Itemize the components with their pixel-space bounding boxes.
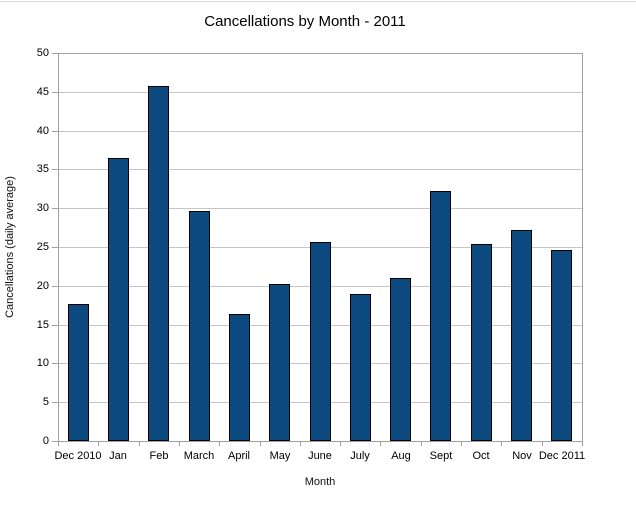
y-tick-label: 10: [36, 357, 49, 369]
bar: [148, 86, 169, 441]
x-tick-label: Feb: [149, 450, 169, 462]
x-tick-label: Sept: [429, 450, 453, 462]
bar: [511, 230, 532, 441]
x-axis-tick: [98, 442, 99, 446]
y-axis-tick: [52, 208, 58, 209]
bar: [350, 294, 371, 441]
gridline: [58, 208, 583, 209]
y-tick-label: 20: [36, 280, 49, 292]
y-axis-line: [58, 53, 583, 54]
top-divider-line: [0, 1, 636, 2]
x-tick-label: Dec 2010: [54, 450, 102, 462]
x-axis-title: Month: [304, 476, 336, 488]
chart-title: Cancellations by Month - 2011: [204, 13, 406, 30]
bar: [430, 191, 451, 441]
x-axis-tick: [582, 442, 583, 446]
y-axis-tick: [52, 169, 58, 170]
y-tick-label: 30: [36, 202, 49, 214]
y-axis-title: Cancellations (daily average): [4, 176, 16, 318]
y-axis-tick: [52, 325, 58, 326]
x-axis-tick: [421, 442, 422, 446]
x-axis-tick: [501, 442, 502, 446]
y-axis-line: [58, 53, 59, 442]
x-axis-tick: [139, 442, 140, 446]
x-tick-label: Nov: [512, 450, 532, 462]
y-axis-tick: [52, 286, 58, 287]
y-axis-tick: [52, 247, 58, 248]
bar: [229, 314, 250, 441]
x-tick-label: Jan: [109, 450, 127, 462]
bar: [310, 242, 331, 441]
x-axis-tick: [58, 442, 59, 446]
y-tick-label: 15: [36, 319, 49, 331]
x-axis-tick: [300, 442, 301, 446]
y-tick-label: 25: [36, 241, 49, 253]
x-tick-label: May: [269, 450, 291, 462]
bar: [390, 278, 411, 441]
x-axis-tick: [542, 442, 543, 446]
gridline: [58, 131, 583, 132]
bar: [269, 284, 290, 441]
x-tick-label: March: [183, 450, 215, 462]
y-axis-tick: [52, 53, 58, 54]
y-tick-label: 5: [42, 396, 49, 408]
y-tick-label: 35: [36, 163, 49, 175]
x-tick-label: April: [227, 450, 250, 462]
y-tick-label: 0: [42, 435, 49, 447]
gridline: [58, 92, 583, 93]
bar: [68, 304, 89, 441]
y-axis-tick: [52, 402, 58, 403]
x-tick-label: Oct: [472, 450, 490, 462]
x-tick-label: Aug: [391, 450, 411, 462]
bar: [471, 244, 492, 441]
bar: [189, 211, 210, 441]
gridline: [58, 169, 583, 170]
bar: [551, 250, 572, 441]
x-tick-label: June: [308, 450, 332, 462]
x-axis-tick: [380, 442, 381, 446]
plot-right-border: [582, 53, 583, 442]
y-tick-label: 50: [36, 47, 49, 59]
y-axis-tick: [52, 363, 58, 364]
y-tick-label: 40: [36, 125, 49, 137]
y-axis-tick: [52, 131, 58, 132]
y-tick-label: 45: [36, 86, 49, 98]
x-tick-label: July: [350, 450, 370, 462]
y-axis-tick: [52, 441, 58, 442]
x-axis-tick: [260, 442, 261, 446]
x-axis-tick: [340, 442, 341, 446]
y-axis-line: [58, 441, 583, 442]
bar: [108, 158, 129, 441]
x-axis-tick: [461, 442, 462, 446]
x-axis-tick: [179, 442, 180, 446]
y-axis-tick: [52, 92, 58, 93]
x-axis-tick: [219, 442, 220, 446]
x-tick-label: Dec 2011: [538, 450, 586, 462]
